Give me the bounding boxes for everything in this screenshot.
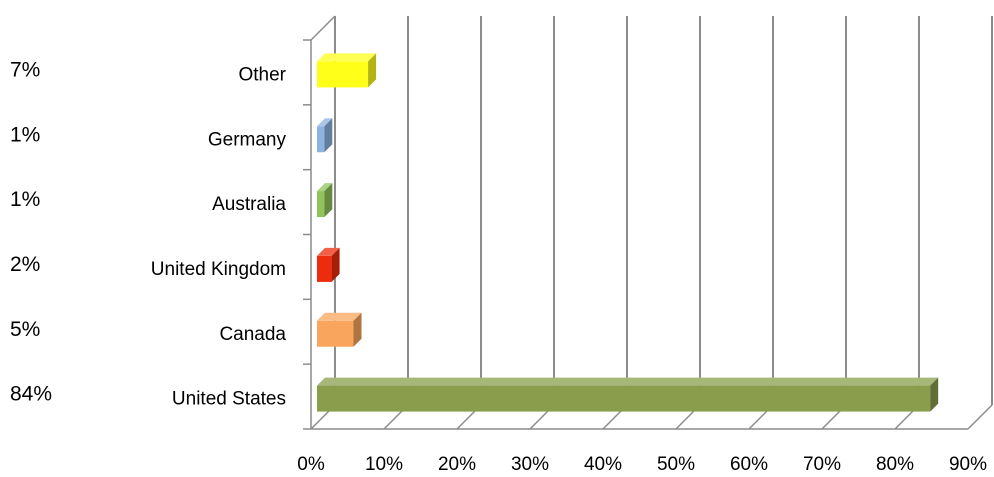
bar-front <box>317 126 325 153</box>
bar-side <box>368 53 377 88</box>
bars <box>317 53 939 412</box>
bar-top <box>317 377 939 386</box>
value-label: 2% <box>10 253 40 276</box>
bar-front <box>317 255 332 282</box>
bar-top <box>317 118 333 127</box>
chart-walls <box>303 15 968 430</box>
bar-australia <box>317 183 333 218</box>
value-label: 7% <box>10 58 40 81</box>
bar-united-kingdom <box>317 247 340 282</box>
x-tick-label: 30% <box>511 454 549 475</box>
bar-front <box>317 320 354 347</box>
bar-front <box>317 61 369 88</box>
x-tick-label: 40% <box>584 454 622 475</box>
value-label: 84% <box>10 383 52 406</box>
bar-front <box>317 191 325 218</box>
bar-other <box>317 53 377 88</box>
bar-top <box>317 247 340 256</box>
side-wall-top-edge <box>310 15 336 41</box>
bar-united-states <box>317 377 939 412</box>
category-label: United States <box>172 389 286 410</box>
gridlines <box>310 16 993 430</box>
category-labels: United States Canada United Kingdom Austral… <box>151 64 287 409</box>
bar-side <box>353 312 362 347</box>
value-label: 1% <box>10 123 40 146</box>
x-tick-label: 20% <box>438 454 476 475</box>
bar-side <box>331 247 340 282</box>
bar-canada <box>317 312 362 347</box>
x-tick-labels: 0% 10% 20% 30% 40% 50% 60% 70% 80% 90% <box>297 454 987 475</box>
category-label: United Kingdom <box>151 259 286 280</box>
value-labels: 84% 5% 2% 1% 1% 7% <box>10 58 52 405</box>
bar-side <box>324 183 333 218</box>
x-tick-label: 90% <box>949 454 987 475</box>
category-label: Australia <box>212 194 286 215</box>
bar-top <box>317 53 377 62</box>
x-tick-label: 60% <box>730 454 768 475</box>
x-tick-label: 10% <box>365 454 403 475</box>
bar-side <box>324 118 333 153</box>
value-label: 5% <box>10 318 40 341</box>
bar-top <box>317 312 362 321</box>
category-label: Germany <box>208 129 287 150</box>
category-label: Canada <box>219 324 286 345</box>
floor-gridline <box>967 404 993 430</box>
bar-side <box>930 377 939 412</box>
x-tick-label: 0% <box>297 454 325 475</box>
value-label: 1% <box>10 188 40 211</box>
x-tick-label: 50% <box>657 454 695 475</box>
x-tick-label: 70% <box>803 454 841 475</box>
bar-top <box>317 183 333 192</box>
x-tick-label: 80% <box>876 454 914 475</box>
bar-germany <box>317 118 333 153</box>
bar-front <box>317 385 931 412</box>
category-label: Other <box>238 64 286 85</box>
